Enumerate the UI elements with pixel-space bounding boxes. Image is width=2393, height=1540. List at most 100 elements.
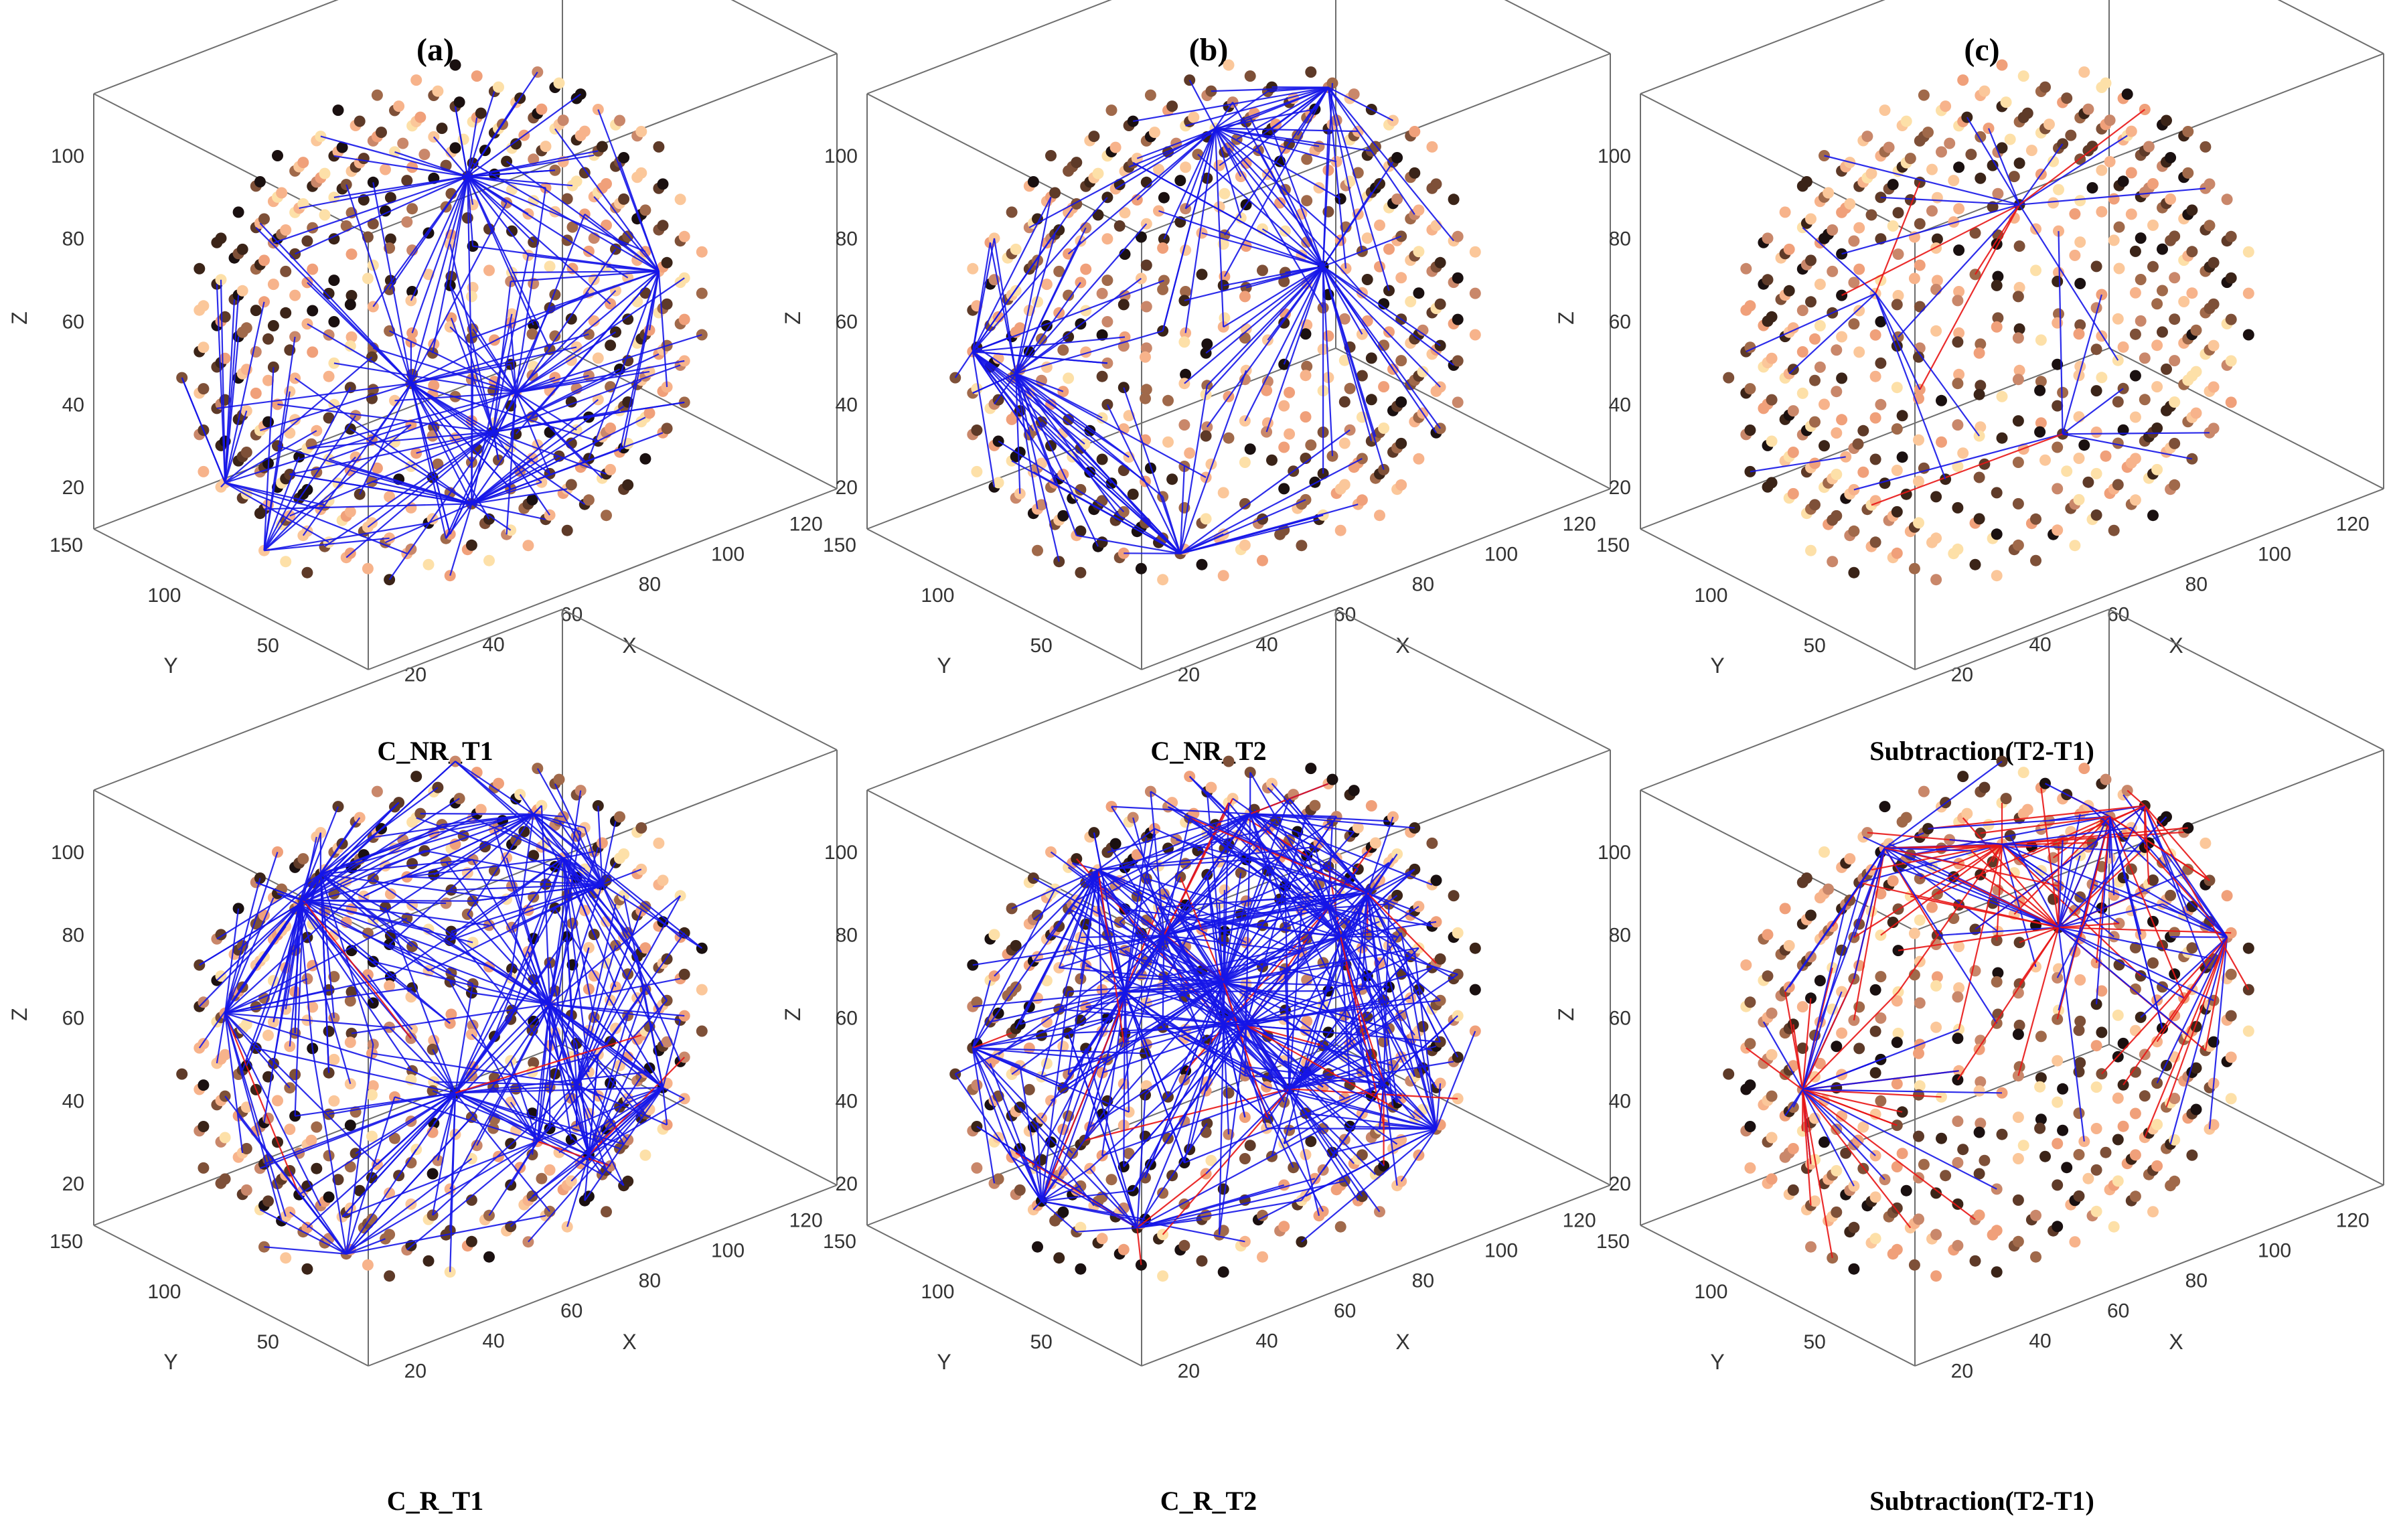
node	[2061, 465, 2073, 477]
node	[236, 243, 248, 255]
node	[436, 123, 448, 135]
node	[2082, 1172, 2094, 1184]
positive-edge	[324, 431, 494, 548]
positive-edge	[1076, 1227, 1138, 1233]
node	[1805, 213, 1817, 225]
node	[1766, 311, 1778, 323]
node	[1075, 1263, 1087, 1275]
positive-edge	[562, 858, 595, 1018]
positive-edge	[662, 1087, 685, 1099]
node	[605, 339, 617, 352]
positive-edge	[972, 1047, 1064, 1089]
node	[1996, 390, 2008, 402]
node	[2121, 88, 2133, 100]
positive-edge	[1884, 847, 1971, 852]
z-tick-label: 60	[62, 311, 84, 333]
negative-edge	[1084, 1088, 1290, 1142]
positive-edge	[658, 271, 668, 388]
node	[262, 1195, 274, 1207]
positive-edge	[1032, 991, 1126, 1169]
node	[2157, 285, 2168, 297]
node	[2112, 1009, 2124, 1021]
positive-edge	[410, 202, 508, 384]
node	[1317, 1205, 1329, 1217]
negative-edge	[2204, 937, 2228, 1051]
node	[311, 1162, 323, 1174]
node	[1991, 935, 2003, 946]
positive-edge	[972, 351, 1085, 445]
node	[366, 392, 378, 404]
z-tick-label: 20	[62, 477, 84, 499]
positive-edge	[1164, 935, 1302, 953]
node	[1991, 976, 2003, 988]
node	[2013, 323, 2025, 335]
positive-edge	[1322, 266, 1441, 429]
node	[1205, 781, 1217, 793]
positive-edge	[1019, 991, 1126, 1025]
node	[2112, 479, 2124, 491]
node	[323, 412, 335, 424]
node	[1952, 295, 1964, 307]
node	[307, 1001, 319, 1013]
z-tick-label: 80	[836, 228, 858, 250]
node	[2057, 138, 2069, 150]
positive-edge	[432, 176, 469, 354]
node	[1305, 1136, 1317, 1148]
node	[1014, 322, 1026, 334]
x-axis-title: X	[622, 1330, 636, 1354]
node	[526, 328, 538, 340]
node	[1973, 347, 1985, 359]
x-tick-label: 40	[482, 634, 504, 656]
node	[1809, 416, 1821, 428]
positive-edge	[2088, 805, 2228, 938]
positive-edge	[536, 1004, 551, 1142]
node	[2000, 793, 2012, 805]
node	[1969, 558, 1981, 570]
node	[1973, 1126, 1985, 1138]
z-tick-label: 80	[1609, 228, 1631, 250]
node	[2182, 822, 2194, 834]
node	[1057, 1206, 1069, 1218]
node	[1952, 543, 1964, 555]
node	[1257, 1251, 1268, 1263]
positive-edge	[320, 832, 435, 875]
node	[1952, 378, 1964, 390]
node	[1975, 338, 1987, 350]
node	[1023, 1083, 1035, 1095]
node	[2139, 394, 2151, 406]
positive-edge	[998, 935, 1165, 1056]
z-tick-label: 40	[836, 1090, 858, 1112]
node	[2169, 1093, 2181, 1104]
node	[2052, 1221, 2064, 1233]
node	[2208, 381, 2220, 393]
positive-edge	[1124, 876, 1181, 992]
positive-edge	[1327, 893, 1369, 992]
node	[284, 427, 296, 439]
positive-edge	[302, 899, 374, 1004]
positive-edge	[410, 346, 577, 384]
node	[2125, 167, 2137, 179]
node	[1900, 812, 1912, 824]
node	[1891, 382, 1903, 394]
node	[1975, 172, 1987, 184]
node	[1853, 1043, 1865, 1055]
node	[1805, 1241, 1817, 1253]
positive-edge	[1136, 86, 1329, 159]
node	[1305, 763, 1317, 775]
node	[565, 479, 577, 491]
node	[1892, 1027, 1904, 1039]
positive-edge	[1215, 128, 1242, 177]
positive-edge	[1802, 226, 1876, 295]
node	[1865, 167, 1877, 179]
positive-edge	[1367, 868, 1415, 894]
node	[483, 1209, 495, 1221]
z-tick-label: 100	[51, 842, 84, 864]
node	[696, 984, 708, 996]
positive-edge	[1215, 127, 1337, 163]
node	[1975, 380, 1987, 392]
node	[2057, 1083, 2069, 1095]
node	[1040, 279, 1053, 291]
y-axis-title: Y	[937, 1350, 951, 1374]
positive-edge	[320, 873, 429, 972]
